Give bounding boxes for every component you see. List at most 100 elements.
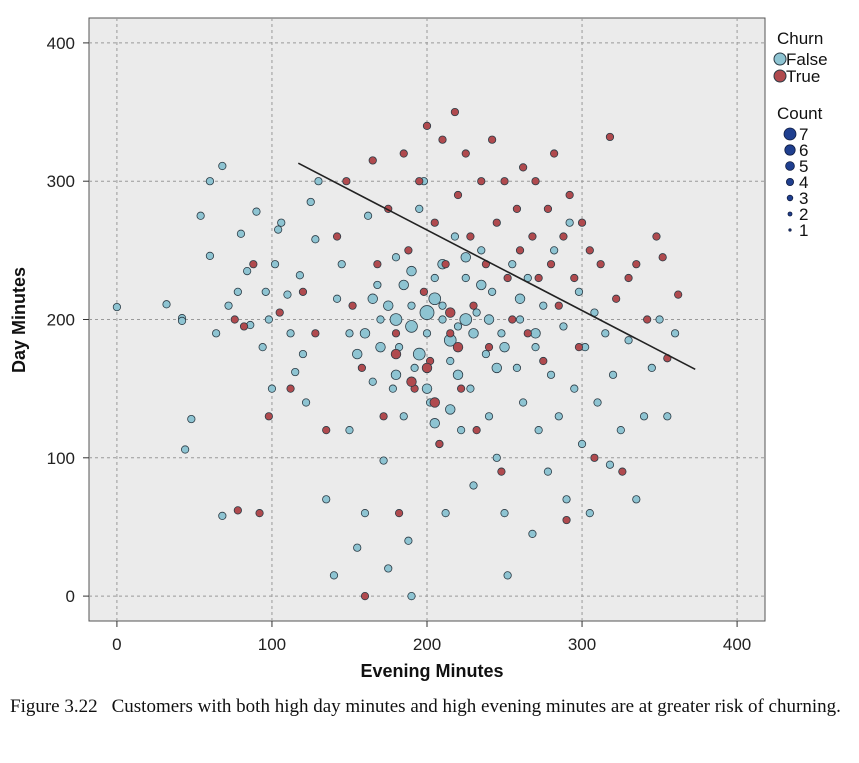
data-point-false xyxy=(450,232,460,241)
data-point-true xyxy=(404,246,413,255)
data-point-true xyxy=(360,592,370,601)
data-point-false xyxy=(112,302,122,312)
legend-count-label: 4 xyxy=(799,173,808,192)
data-point-true xyxy=(562,515,571,525)
data-point-false xyxy=(632,495,641,504)
data-point-false xyxy=(332,294,342,303)
data-point-false xyxy=(218,161,227,171)
legend-count-label: 1 xyxy=(799,221,808,240)
data-point-false xyxy=(306,197,315,207)
data-point-false xyxy=(162,300,171,309)
data-point-false xyxy=(574,287,584,296)
data-point-true xyxy=(286,384,295,393)
data-point-false xyxy=(438,301,447,310)
data-point-false xyxy=(187,414,196,424)
data-point-false xyxy=(218,511,227,520)
data-point-true xyxy=(515,246,525,255)
data-point-false xyxy=(383,300,394,311)
data-point-false xyxy=(472,308,481,317)
data-point-false xyxy=(261,287,270,296)
data-point-false xyxy=(639,412,649,421)
legend-count-swatch xyxy=(788,228,792,232)
data-point-false xyxy=(503,571,512,580)
data-point-true xyxy=(390,348,402,360)
data-point-false xyxy=(353,543,362,552)
x-tick-label: 400 xyxy=(723,635,751,654)
data-point-true xyxy=(605,132,615,142)
data-point-true xyxy=(421,362,433,374)
data-point-false xyxy=(421,383,433,394)
data-point-true xyxy=(523,329,532,338)
legend-count-swatch xyxy=(785,161,795,171)
data-point-false xyxy=(461,273,470,283)
data-point-false xyxy=(565,218,574,227)
data-point-false xyxy=(384,564,393,573)
data-point-true xyxy=(546,260,556,269)
x-tick-label: 200 xyxy=(413,635,441,654)
data-point-false xyxy=(243,266,252,276)
data-point-true xyxy=(429,397,440,408)
data-point-false xyxy=(329,571,339,580)
data-point-true xyxy=(445,307,456,318)
trend-line xyxy=(297,162,696,370)
data-point-false xyxy=(177,316,187,325)
data-point-true xyxy=(368,156,377,165)
data-point-false xyxy=(468,328,479,339)
legend-count-swatch xyxy=(783,127,797,141)
caption-label: Figure 3.22 xyxy=(10,696,98,717)
data-point-false xyxy=(519,398,528,407)
y-tick-label: 0 xyxy=(66,587,75,606)
x-axis-title: Evening Minutes xyxy=(360,661,503,681)
data-point-true xyxy=(373,260,382,269)
data-point-false xyxy=(647,363,656,373)
data-point-false xyxy=(301,398,311,407)
data-point-false xyxy=(311,235,320,244)
data-point-false xyxy=(499,341,510,353)
data-point-true xyxy=(624,273,633,283)
data-point-true xyxy=(488,135,497,144)
data-point-false xyxy=(539,301,548,310)
data-point-false xyxy=(483,314,495,325)
data-point-false xyxy=(477,246,486,255)
data-point-false xyxy=(391,253,401,262)
y-tick-label: 300 xyxy=(47,172,75,191)
data-point-false xyxy=(407,301,416,310)
data-point-false xyxy=(605,460,615,469)
y-tick-label: 100 xyxy=(47,449,75,468)
legend-count-label: 7 xyxy=(799,125,808,144)
data-point-true xyxy=(554,301,563,310)
data-point-false xyxy=(283,290,292,299)
data-point-true xyxy=(528,232,537,241)
data-point-true xyxy=(435,439,444,449)
data-point-false xyxy=(530,328,541,339)
data-point-true xyxy=(466,232,475,241)
data-point-false xyxy=(624,336,633,345)
data-point-true xyxy=(472,426,481,435)
data-point-true xyxy=(430,218,439,227)
data-point-false xyxy=(367,293,378,304)
data-point-true xyxy=(543,204,553,213)
legend-churn-label: True xyxy=(786,67,820,86)
data-point-false xyxy=(543,467,553,476)
data-point-true xyxy=(461,149,470,158)
data-point-true xyxy=(550,149,559,158)
data-points xyxy=(112,107,683,601)
data-point-false xyxy=(398,279,409,291)
data-point-true xyxy=(311,329,320,338)
data-point-true xyxy=(415,177,424,186)
data-point-true xyxy=(264,412,273,421)
data-point-false xyxy=(205,177,215,186)
data-point-false xyxy=(352,348,363,360)
data-point-true xyxy=(322,426,331,435)
data-point-false xyxy=(363,211,373,220)
data-point-false xyxy=(252,207,261,216)
data-point-true xyxy=(438,135,447,144)
legend-churn-swatch xyxy=(773,69,787,83)
data-point-true xyxy=(477,177,486,186)
data-point-false xyxy=(181,445,190,454)
data-point-false xyxy=(286,329,295,338)
data-point-true xyxy=(239,322,249,331)
data-point-true xyxy=(500,177,509,186)
data-point-false xyxy=(314,177,323,186)
data-point-true xyxy=(332,232,342,241)
